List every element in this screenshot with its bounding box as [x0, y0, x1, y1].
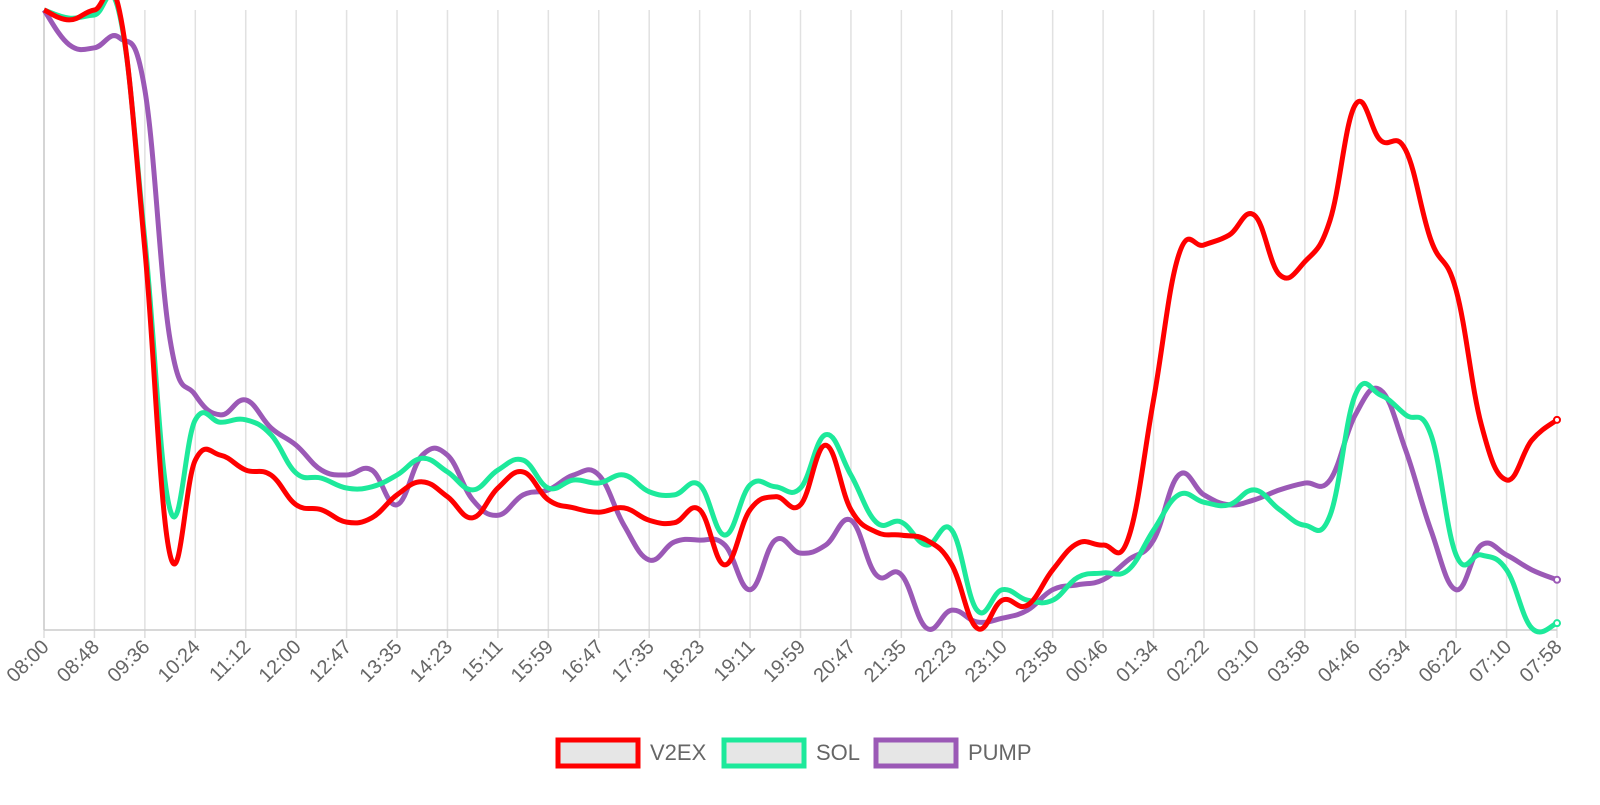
x-tick-label: 12:00 — [255, 636, 306, 687]
x-tick-label: 01:34 — [1112, 636, 1163, 687]
x-tick-label: 11:12 — [205, 636, 255, 686]
x-tick-label: 00:46 — [1062, 636, 1113, 687]
x-tick-label: 10:24 — [154, 636, 205, 687]
legend-label: V2EX — [650, 740, 707, 765]
x-tick-label: 19:11 — [710, 636, 760, 686]
legend-swatch — [873, 737, 959, 769]
x-tick-label: 07:10 — [1465, 636, 1516, 687]
x-tick-label: 22:23 — [910, 636, 961, 687]
line-series — [42, 0, 1559, 632]
x-tick-label: 14:23 — [406, 636, 457, 687]
x-tick-label: 07:58 — [1516, 636, 1567, 687]
x-tick-label: 15:59 — [507, 636, 558, 687]
legend-swatch — [555, 737, 641, 769]
line-series — [43, 0, 1558, 635]
x-tick-label: 04:46 — [1314, 636, 1365, 687]
end-point — [1553, 415, 1561, 424]
line-series — [41, 8, 1558, 632]
x-tick-label: 23:10 — [961, 636, 1012, 687]
x-tick-label: 17:35 — [608, 636, 659, 687]
x-tick-label: 03:10 — [1213, 636, 1264, 687]
legend-swatch — [721, 737, 807, 769]
x-tick-label: 08:00 — [3, 636, 54, 687]
x-tick-label: 12:47 — [305, 636, 356, 687]
legend: V2EX SOL PUMP — [555, 737, 1032, 769]
end-point — [1553, 619, 1561, 628]
x-tick-label: 08:48 — [53, 636, 104, 687]
x-tick-label: 13:35 — [356, 636, 407, 687]
x-tick-label: 06:22 — [1415, 636, 1466, 687]
x-tick-label: 03:58 — [1263, 636, 1314, 687]
x-tick-label: 05:34 — [1364, 636, 1415, 687]
x-tick-label: 16:47 — [557, 636, 608, 687]
x-tick-label: 02:22 — [1163, 636, 1214, 687]
legend-label: SOL — [816, 740, 860, 765]
x-tick-label: 23:58 — [1011, 636, 1062, 687]
x-tick-label: 20:47 — [810, 636, 861, 687]
x-tick-label: 09:36 — [103, 636, 154, 687]
end-point — [1553, 575, 1561, 584]
x-tick-label: 15:11 — [458, 636, 508, 686]
legend-label: PUMP — [968, 740, 1032, 765]
x-tick-label: 19:59 — [759, 636, 810, 687]
x-tick-label: 18:23 — [658, 636, 709, 687]
x-tick-label: 21:35 — [860, 636, 911, 687]
